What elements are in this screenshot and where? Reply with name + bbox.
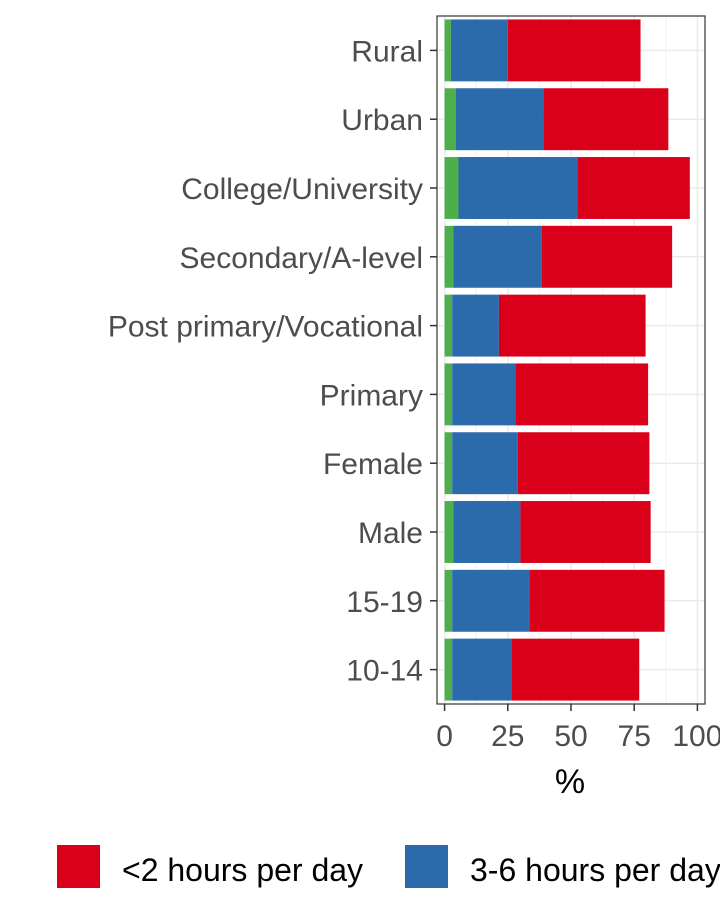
bar-segment-primary-series-0 — [444, 363, 453, 426]
legend-label: 3-6 hours per day — [470, 852, 720, 888]
bars — [444, 19, 690, 701]
bar-segment-15-19-series-0 — [444, 569, 453, 632]
y-axis: Rural Urban College/University Secondary/A-… — [108, 35, 437, 688]
bar-segment-male-series-1 — [453, 501, 521, 563]
bar-segment-female-series-2 — [517, 432, 650, 495]
y-tick-label: 10-14 — [346, 655, 423, 688]
bar-segment-college-university-series-2 — [577, 157, 690, 219]
bar-segment-10-14-series-1 — [452, 638, 512, 701]
bar-segment-secondary-a-level-series-2 — [541, 225, 673, 288]
bar-segment-post-primary-vocational-series-2 — [498, 294, 646, 357]
bar-segment-primary-series-2 — [515, 363, 649, 426]
legend-key — [405, 845, 448, 888]
bar-segment-female-series-1 — [452, 432, 518, 495]
y-tick-label: 15-19 — [346, 586, 423, 619]
bar-segment-10-14-series-2 — [511, 638, 640, 701]
bar-segment-rural-series-1 — [450, 19, 508, 82]
bar-segment-secondary-a-level-series-0 — [444, 225, 454, 288]
bar-segment-urban-series-0 — [444, 88, 456, 151]
x-tick-label: 75 — [618, 720, 651, 753]
legend-label: <2 hours per day — [122, 852, 363, 888]
y-tick-label: Rural — [351, 35, 423, 68]
bar-segment-college-university-series-1 — [458, 157, 578, 219]
y-tick-label: Secondary/A-level — [180, 242, 423, 275]
bar-segment-male-series-2 — [520, 501, 651, 563]
bar-segment-secondary-a-level-series-1 — [453, 225, 542, 288]
y-tick-label: Post primary/Vocational — [108, 311, 423, 344]
bar-segment-male-series-0 — [444, 501, 454, 563]
bar-segment-rural-series-2 — [507, 19, 641, 82]
x-tick-label: 100 — [672, 720, 720, 753]
y-tick-label: Urban — [341, 104, 423, 137]
bar-segment-urban-series-2 — [543, 88, 669, 151]
x-axis-title: % — [555, 763, 585, 801]
x-tick-label: 0 — [436, 720, 453, 753]
bar-segment-urban-series-1 — [455, 88, 544, 151]
legend: <2 hours per day 3-6 hours per day — [57, 845, 720, 888]
bar-segment-rural-series-0 — [444, 19, 451, 82]
legend-key — [57, 845, 100, 888]
bar-segment-10-14-series-0 — [444, 638, 453, 701]
y-tick-label: Female — [323, 448, 423, 481]
bar-segment-female-series-0 — [444, 432, 453, 495]
y-tick-label: Male — [358, 517, 423, 550]
bar-segment-15-19-series-2 — [529, 569, 665, 632]
y-tick-label: Primary — [320, 379, 423, 412]
bar-segment-post-primary-vocational-series-0 — [444, 294, 453, 357]
x-tick-label: 50 — [554, 720, 587, 753]
y-tick-label: College/University — [181, 173, 423, 206]
bar-segment-15-19-series-1 — [452, 569, 530, 632]
bar-segment-college-university-series-0 — [444, 157, 459, 219]
bar-segment-post-primary-vocational-series-1 — [452, 294, 499, 357]
bar-segment-primary-series-1 — [452, 363, 516, 426]
x-axis: 0 25 50 75 100 — [436, 704, 720, 753]
x-tick-label: 25 — [491, 720, 524, 753]
